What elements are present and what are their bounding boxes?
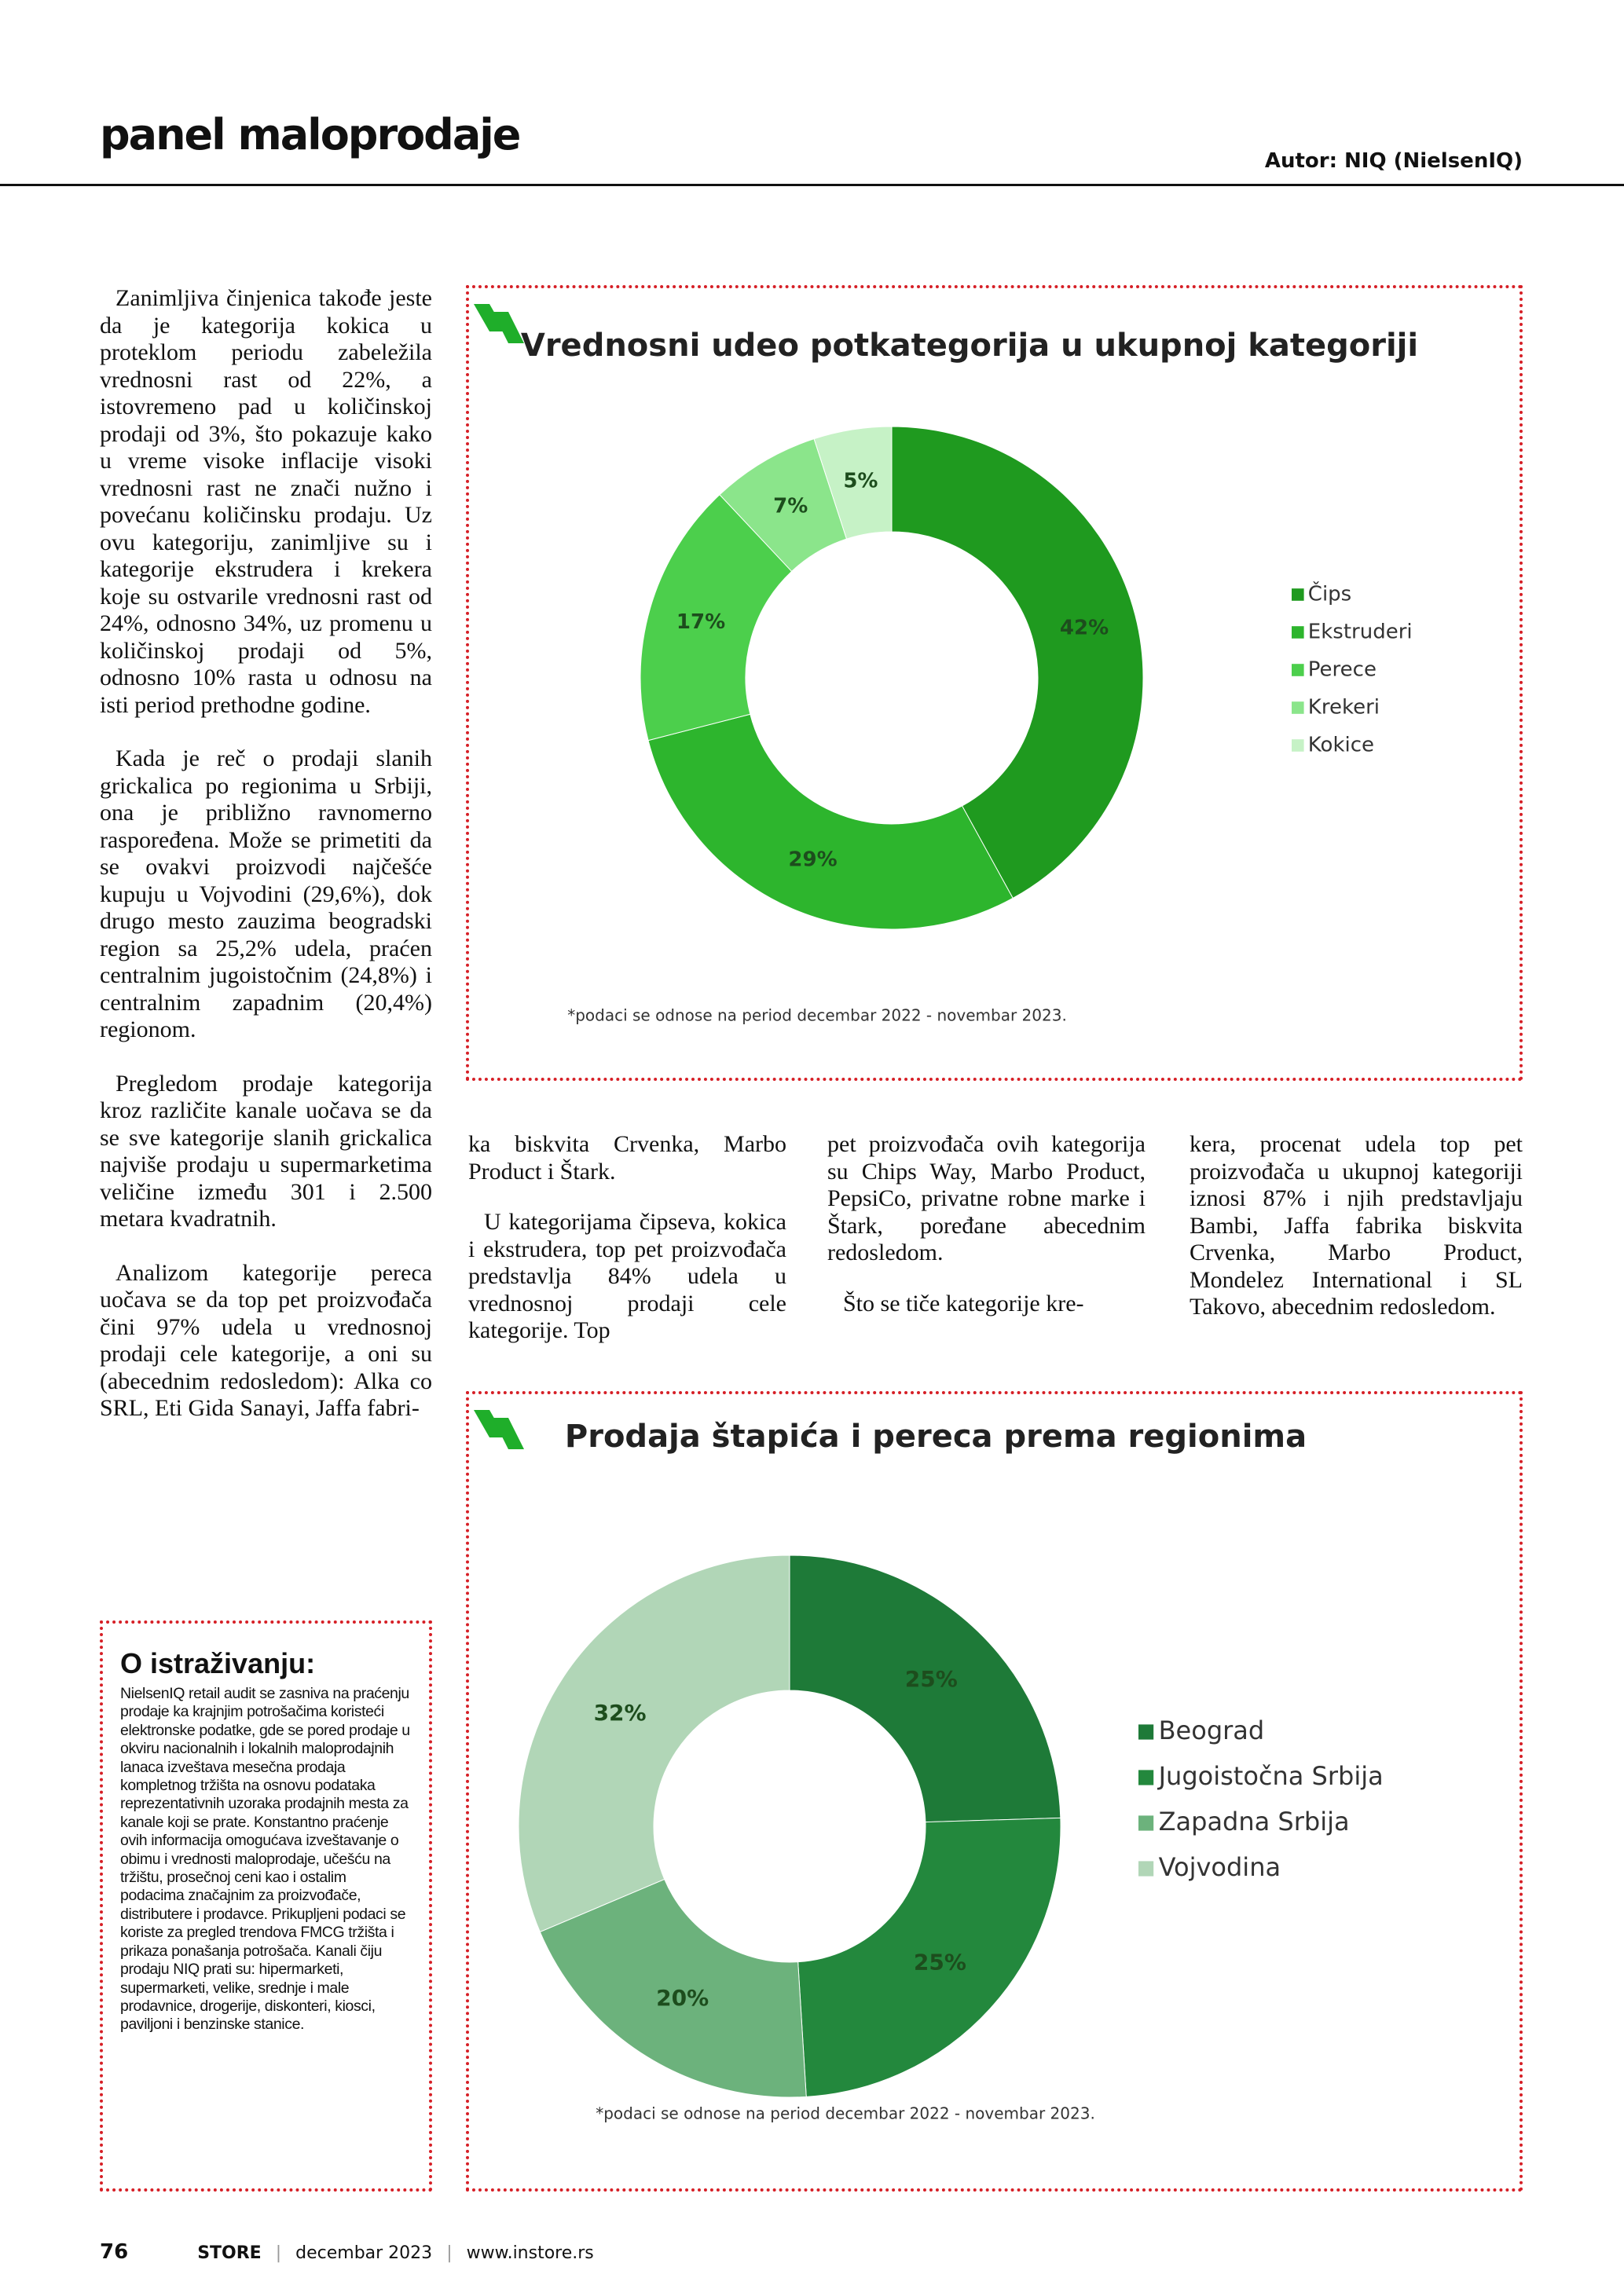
donut-slice — [789, 1554, 1061, 1823]
chart-title: Prodaja štapića i pereca prema regionima — [565, 1419, 1307, 1455]
data-label: 32% — [594, 1700, 647, 1726]
data-label: 25% — [914, 1949, 966, 1975]
donut-slice — [518, 1554, 790, 1933]
chart-title: Vrednosni udeo potkategorija u ukupnoj k… — [521, 328, 1418, 364]
separator: | — [275, 2243, 282, 2263]
author: Autor: NIQ (NielsenIQ) — [1264, 149, 1523, 173]
legend-swatch — [1138, 1861, 1154, 1877]
legend-label: Krekeri — [1308, 696, 1380, 720]
data-label: 7% — [773, 495, 808, 518]
legend-swatch — [1292, 588, 1304, 601]
section-title: panel maloprodaje — [100, 110, 521, 159]
paragraph: Kada je reč o prodaji slanih grickalica … — [100, 745, 432, 1042]
info-box-text: NielsenIQ retail audit se zasniva na pra… — [120, 1685, 410, 2034]
middle-column: kera, procenat udela top pet proizvođača… — [1190, 1131, 1523, 1345]
data-label: 42% — [1060, 617, 1109, 640]
logo — [474, 1410, 505, 1437]
page-number: 76 — [100, 2240, 129, 2264]
issue: decembar 2023 — [295, 2243, 433, 2263]
donut-slice — [640, 494, 793, 742]
paragraph: Zanimljiva činjenica takođe jeste da je … — [100, 285, 432, 718]
legend-label: Zapadna Srbija — [1159, 1807, 1350, 1836]
legend-label: Perece — [1308, 658, 1377, 682]
legend-swatch — [1292, 739, 1304, 752]
paragraph: U kategorijama čipseva, kokica i ekstrud… — [468, 1209, 786, 1343]
paragraph: pet proizvođača ovih kategorija su Chips… — [827, 1131, 1146, 1265]
middle-column: pet proizvođača ovih kategorija su Chips… — [827, 1131, 1146, 1341]
legend-label: Jugoistočna Srbija — [1157, 1761, 1384, 1791]
logo — [493, 1418, 524, 1449]
legend-swatch — [1138, 1770, 1154, 1785]
logo — [493, 312, 524, 343]
paragraph: Analizom kategorije pereca uočava se da … — [100, 1259, 432, 1422]
paragraph: Što se tiče kategorije kre- — [843, 1290, 1084, 1316]
chart-box: Prodaja štapića i pereca prema regionima… — [466, 1391, 1523, 2192]
data-label: 17% — [676, 610, 725, 634]
donut-slice — [797, 1817, 1061, 2097]
legend-label: Ekstruderi — [1308, 621, 1413, 644]
info-box-title: O istraživanju: — [120, 1647, 316, 1679]
chart: Vrednosni udeo potkategorija u ukupnoj k… — [474, 304, 1418, 1025]
footer: 76 STORE | decembar 2023 | www.instore.r… — [100, 2240, 594, 2264]
chart: Prodaja štapića i pereca prema regionima… — [474, 1410, 1384, 2123]
legend-label: Vojvodina — [1159, 1852, 1281, 1882]
legend-label: Čips — [1308, 581, 1351, 606]
chart-box: Vrednosni udeo potkategorija u ukupnoj k… — [466, 285, 1523, 1081]
donut-slice — [539, 1878, 807, 2098]
donut-slice — [647, 713, 1014, 930]
data-label: 25% — [905, 1666, 958, 1692]
legend-swatch — [1292, 701, 1304, 714]
legend-swatch — [1138, 1815, 1154, 1831]
header-rule — [0, 184, 1624, 186]
chart-note: *podaci se odnose na period decembar 202… — [596, 2104, 1095, 2123]
data-label: 29% — [788, 848, 837, 872]
legend-swatch — [1138, 1724, 1154, 1740]
legend-label: Beograd — [1159, 1716, 1265, 1745]
chart-note: *podaci se odnose na period decembar 202… — [567, 1006, 1067, 1025]
data-label: 20% — [656, 1985, 709, 2011]
paragraph: ka biskvita Crvenka, Marbo Product i Šta… — [468, 1131, 786, 1185]
legend-swatch — [1292, 626, 1304, 639]
paragraph: kera, procenat udela top pet proizvođača… — [1190, 1131, 1523, 1320]
legend-label: Kokice — [1308, 734, 1374, 757]
paragraph: Pregledom prodaje kategorija kroz različ… — [100, 1070, 432, 1232]
donut-slice — [813, 426, 893, 540]
info-box: O istraživanju: NielsenIQ retail audit s… — [100, 1620, 432, 2192]
legend-swatch — [1292, 664, 1304, 676]
brand: STORE — [197, 2243, 262, 2263]
logo — [474, 304, 505, 331]
donut-slice — [891, 426, 1144, 899]
url: www.instore.rs — [466, 2243, 594, 2263]
middle-column: ka biskvita Crvenka, Marbo Product i Šta… — [468, 1131, 786, 1368]
data-label: 5% — [843, 470, 878, 493]
left-column: Zanimljiva činjenica takođe jeste da je … — [100, 285, 432, 1449]
separator: | — [446, 2243, 453, 2263]
